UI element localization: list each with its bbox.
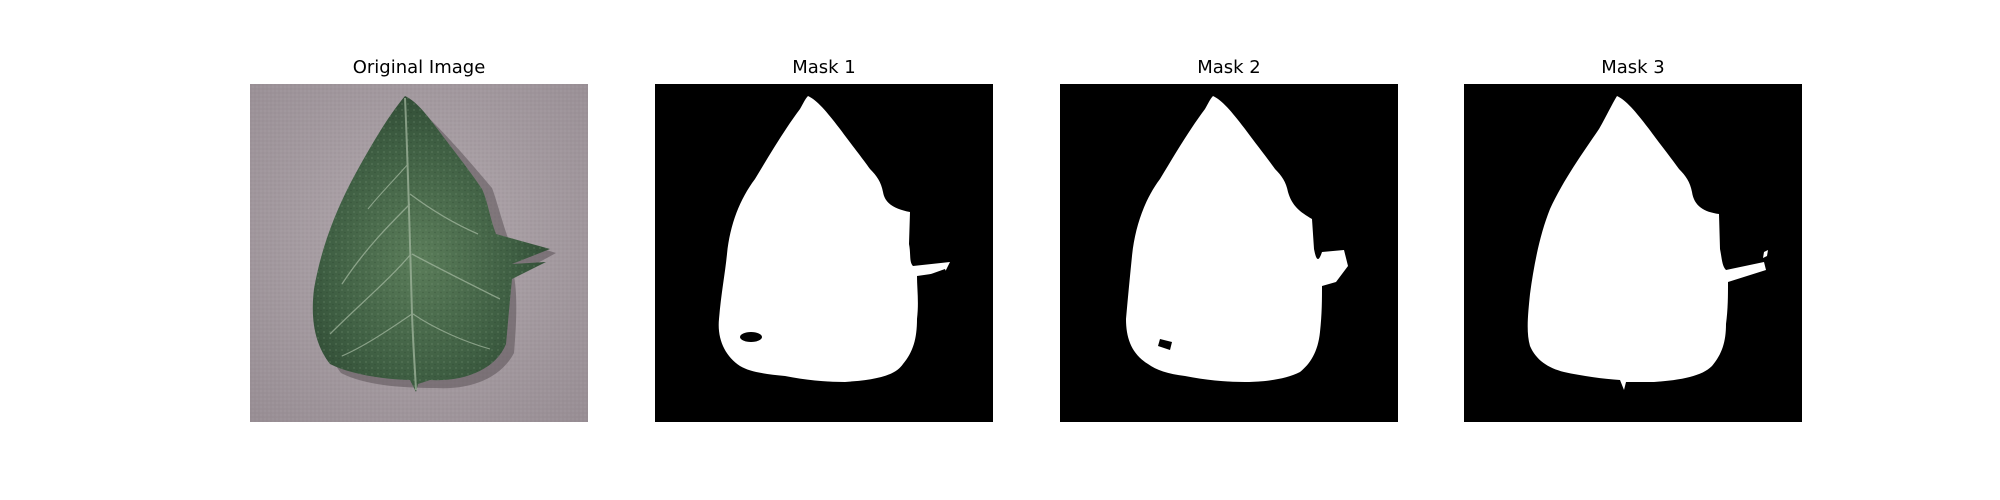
mask-3-panel: Mask 3 xyxy=(1464,0,1802,500)
original-image-panel: Original Image xyxy=(250,0,588,500)
mask-2-panel: Mask 2 xyxy=(1060,0,1398,500)
mask-1-panel: Mask 1 xyxy=(655,0,993,500)
mask-2-leaf-region xyxy=(1126,96,1348,382)
original-image-title: Original Image xyxy=(352,57,486,78)
mask-1-title: Mask 1 xyxy=(792,57,856,78)
mask-3-title: Mask 3 xyxy=(1601,57,1665,78)
mask-2-title: Mask 2 xyxy=(1197,57,1261,78)
mask-3-image xyxy=(1464,84,1802,422)
mask-1-image xyxy=(655,84,993,422)
original-leaf-photo xyxy=(250,84,588,422)
mask-3-leaf-region xyxy=(1527,96,1766,390)
mask-1-hole xyxy=(740,332,762,342)
leaf-veins xyxy=(329,97,501,391)
mask-2-image xyxy=(1060,84,1398,422)
mask-1-leaf-region xyxy=(718,96,950,382)
